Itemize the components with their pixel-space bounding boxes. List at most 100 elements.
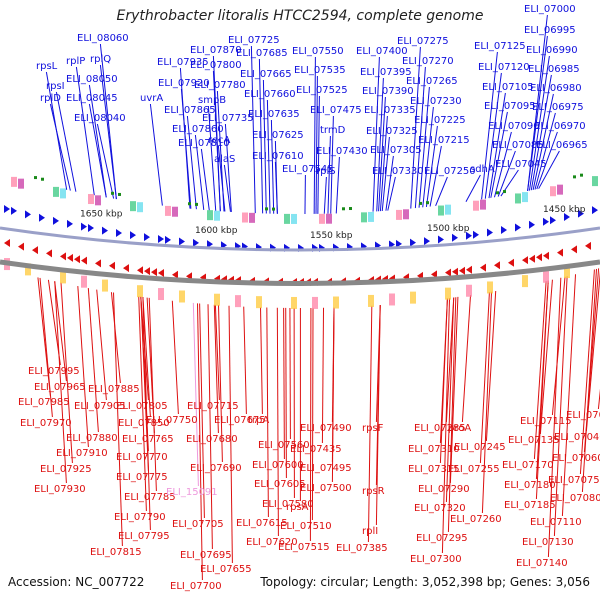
forward-gene-arrow (88, 224, 94, 233)
reverse-gene-label: ELI_07290 (418, 484, 470, 495)
forward-gene-label: alaS (214, 154, 235, 165)
forward-gene-line (258, 58, 264, 214)
forward-gene-line (327, 135, 331, 214)
reverse-gene-arrow (459, 266, 465, 275)
forward-gene-line (536, 131, 558, 190)
forward-gene-arrow (144, 233, 150, 242)
reverse-gene-arrow (123, 264, 129, 273)
reverse-gene-line (207, 304, 213, 550)
forward-gene-arrow (81, 222, 87, 231)
feature-block (326, 213, 332, 224)
reverse-gene-arrow (4, 239, 10, 248)
forward-gene-label: ELI_07430 (316, 146, 368, 157)
feature-block (368, 211, 374, 222)
reverse-gene-arrow (585, 241, 591, 250)
forward-gene-line (55, 91, 77, 192)
forward-gene-line (387, 176, 396, 211)
forward-gene-arrow (116, 228, 122, 237)
map-title: Erythrobacter litoralis HTCC2594, comple… (116, 8, 484, 24)
reverse-gene-arrow (522, 256, 528, 265)
reverse-gene-line (148, 297, 157, 492)
accession-text: Accession: NC_007722 (8, 575, 145, 589)
reverse-gene-line (260, 307, 263, 415)
reverse-gene-label: ELI_07285 (414, 423, 466, 434)
forward-gene-label: ELI_07090 (488, 121, 540, 132)
reverse-gene-label: ELI_07115 (520, 416, 572, 427)
reverse-gene-label: ELI_07260 (450, 514, 502, 525)
reverse-gene-arrow (529, 254, 535, 263)
feature-block (95, 195, 101, 206)
forward-gene-line (534, 112, 556, 190)
reverse-gene-label: ELI_07170 (502, 460, 554, 471)
reverse-gene-label: ELI_07140 (516, 558, 568, 569)
reverse-gene-line (54, 281, 67, 382)
reverse-gene-line (539, 279, 553, 435)
forward-gene-label: rplP (66, 56, 85, 67)
reverse-gene-arrow (95, 259, 101, 268)
reverse-gene-label: ELI_07775 (116, 472, 168, 483)
forward-gene-label: ELI_07230 (410, 96, 462, 107)
forward-gene-label: ELI_07335 (364, 105, 416, 116)
reverse-gene-label: ELI_07580 (262, 499, 314, 510)
reverse-gene-label: ELI_07315 (408, 464, 460, 475)
reverse-gene-label: ELI_07930 (34, 484, 86, 495)
forward-gene-arrow (592, 206, 598, 215)
reverse-gene-line (110, 292, 121, 384)
forward-gene-line (335, 156, 340, 214)
forward-gene-line (410, 46, 421, 209)
forward-gene-label: ELI_07265 (406, 76, 458, 87)
forward-gene-line (497, 150, 516, 197)
feature-block (207, 210, 213, 221)
forward-gene-line (418, 86, 430, 208)
reverse-gene-label: ELI_07295 (416, 533, 468, 544)
reverse-gene-line (228, 305, 233, 564)
forward-gene-arrow (438, 235, 444, 244)
forward-gene-arrow (389, 240, 395, 249)
feature-block (81, 275, 87, 288)
feature-block (130, 201, 136, 212)
forward-gene-label: ELI_07105 (482, 82, 534, 93)
reverse-gene-label: ELI_07795 (118, 531, 170, 542)
forward-gene-line (317, 95, 320, 214)
reverse-gene-line (485, 290, 497, 442)
reverse-gene-line (585, 270, 600, 432)
forward-gene-line (435, 176, 448, 207)
feature-marker (41, 177, 44, 181)
feature-marker (349, 207, 352, 211)
reverse-gene-label: ELI_07850 (118, 418, 170, 429)
forward-gene-line (200, 148, 210, 211)
forward-gene-line (484, 72, 502, 199)
reverse-gene-line (479, 292, 490, 464)
kbp-tick-label: 1600 kbp (195, 226, 238, 236)
forward-gene-line (488, 92, 506, 199)
feature-block (445, 204, 451, 215)
feature-block (53, 186, 59, 197)
reverse-gene-label: ELI_07255 (448, 464, 500, 475)
feature-block (550, 186, 556, 197)
forward-gene-labels: ELI_07000ELI_06995ELI_06990ELI_06985ELI_… (36, 4, 588, 177)
forward-gene-label: ELI_07525 (296, 85, 348, 96)
feature-block (319, 213, 325, 224)
forward-gene-line (274, 161, 278, 214)
reverse-gene-arrow (60, 252, 66, 261)
forward-gene-line (425, 125, 438, 207)
reverse-gene-line (285, 307, 287, 479)
reverse-gene-line (445, 297, 455, 503)
feature-marker (265, 207, 268, 211)
reverse-gene-label: ELI_07925 (40, 464, 92, 475)
forward-gene-label: ELI_07685 (236, 48, 288, 59)
reverse-gene-label: ELI_15091 (166, 487, 218, 498)
forward-gene-label: sdhA (470, 164, 495, 175)
feature-block (249, 212, 255, 223)
forward-gene-label: ELI_06965 (536, 140, 588, 151)
forward-gene-line (223, 164, 231, 212)
reverse-gene-label: ELI_07970 (20, 418, 72, 429)
feature-marker (503, 190, 506, 194)
reverse-gene-label: ELI_07515 (278, 542, 330, 553)
forward-gene-line (266, 99, 271, 214)
forward-gene-label: ELI_07535 (294, 65, 346, 76)
reverse-gene-line (96, 289, 107, 401)
reverse-gene-label: ELI_07615 (236, 518, 288, 529)
reverse-gene-label: ELI_07805 (116, 401, 168, 412)
forward-gene-line (530, 74, 552, 191)
